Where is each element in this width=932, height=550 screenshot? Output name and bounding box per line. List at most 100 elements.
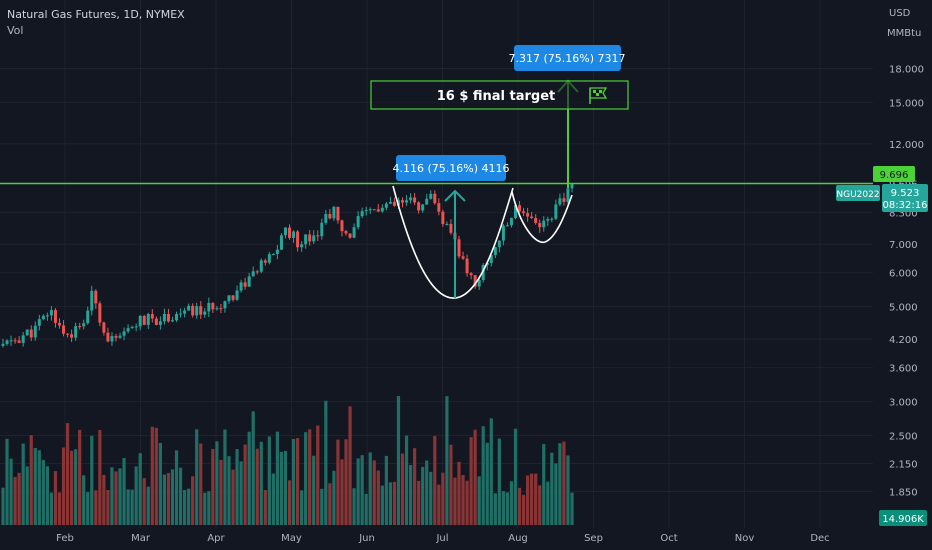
volume-bar	[501, 491, 505, 525]
candle-body	[449, 223, 453, 233]
candle-body	[376, 209, 380, 212]
volume-bar	[396, 396, 401, 525]
candle-body	[130, 326, 134, 329]
volume-bar	[178, 467, 183, 525]
candle-body	[138, 315, 142, 327]
candle-body	[570, 183, 574, 189]
candle-body	[562, 198, 566, 202]
volume-bar	[554, 463, 558, 525]
volume-bar	[70, 450, 74, 525]
volume-bar	[9, 458, 13, 525]
volume-bar	[279, 451, 284, 525]
candle-body	[175, 313, 179, 321]
candle-body	[37, 319, 41, 326]
candle-body	[13, 340, 17, 342]
candle-body	[110, 336, 114, 342]
candle-body	[74, 326, 78, 338]
volume-bar	[37, 450, 41, 525]
measure-label-large[interactable]: 7.317 (75.16%) 7317	[508, 45, 626, 71]
volume-bar	[312, 455, 316, 525]
volume-bar	[332, 470, 336, 525]
volume-bar	[489, 418, 493, 525]
candle-body	[195, 306, 199, 316]
x-tick-label: Jun	[358, 533, 375, 544]
volume-bar	[94, 490, 98, 525]
final-target-box[interactable]: 16 $ final target	[370, 80, 629, 110]
candle-body	[114, 336, 118, 338]
volume-bar	[5, 438, 9, 525]
volume-bar	[247, 431, 251, 525]
volume-bar	[82, 475, 86, 525]
volume-bar	[513, 428, 518, 525]
candle-body	[247, 276, 251, 287]
volume-bar	[45, 466, 49, 525]
y-tick-label: 2.500	[889, 431, 918, 442]
volume-bar	[304, 432, 308, 525]
candle-body	[106, 332, 110, 342]
volume-bar	[223, 429, 227, 525]
candle-body	[429, 193, 433, 199]
candle-body	[49, 310, 53, 316]
y-tick-label: 7.000	[889, 240, 918, 251]
candle-body	[392, 201, 396, 206]
symbol-badge[interactable]: NGU2022	[836, 185, 880, 201]
volume-bar	[453, 477, 457, 525]
volume-bar	[352, 488, 356, 525]
candle-body	[518, 205, 522, 212]
volume-bar	[562, 441, 566, 525]
flag-icon	[589, 87, 608, 104]
chart-title: Natural Gas Futures, 1D, NYMEX	[7, 8, 185, 21]
volume-bar	[114, 471, 118, 525]
volume-bar	[138, 453, 142, 525]
candle-body	[505, 225, 509, 227]
candle-body	[546, 219, 550, 221]
x-tick-label: Jul	[435, 533, 448, 544]
volume-bar	[271, 473, 275, 525]
price-badge-text: 9.523	[891, 188, 920, 199]
volume-bar	[295, 438, 300, 525]
candle-body	[53, 310, 57, 323]
candle-body	[405, 200, 409, 203]
volume-bar	[57, 492, 62, 525]
volume-bar	[320, 488, 324, 525]
volume-bar	[300, 490, 304, 525]
price-badge[interactable]: 9.523 08:32:16	[882, 184, 928, 212]
candle-body	[94, 290, 98, 304]
candle-body	[183, 310, 187, 314]
volume-label: Vol	[7, 24, 23, 37]
candle-body	[509, 218, 513, 226]
volume-badge[interactable]: 14.906K	[879, 510, 927, 526]
candle-body	[477, 280, 481, 287]
volume-bar	[538, 485, 542, 525]
candle-body	[17, 340, 21, 343]
candle-body	[558, 198, 562, 205]
handle-curve	[511, 191, 573, 243]
volume-bar	[550, 452, 554, 525]
candle-body	[98, 303, 102, 323]
volume-bar	[356, 458, 360, 525]
x-tick-label: Dec	[810, 533, 829, 544]
volume-bar	[126, 489, 130, 525]
candle-body	[279, 235, 283, 250]
level-badge[interactable]: 9.696	[873, 166, 915, 182]
measure-label-small[interactable]: 4.116 (75.16%) 4116	[392, 155, 510, 181]
volume-bar	[17, 472, 21, 525]
candle-body	[368, 209, 372, 211]
volume-bar	[219, 459, 223, 525]
candle-body	[154, 318, 158, 325]
candle-body	[538, 222, 542, 228]
candle-body	[263, 260, 267, 263]
candle-body	[421, 204, 425, 211]
x-tick-label: May	[281, 533, 302, 544]
volume-bar	[13, 477, 17, 525]
volume-bar	[517, 487, 522, 525]
candle-body	[554, 204, 558, 219]
candle-body	[207, 303, 211, 312]
volume-bar	[336, 439, 340, 525]
volume-bar	[384, 455, 388, 525]
measure-label-small-text: 4.116 (75.16%) 4116	[392, 162, 509, 175]
candle-body	[142, 315, 146, 325]
volume-bar	[267, 436, 271, 525]
candle-body	[41, 315, 45, 320]
